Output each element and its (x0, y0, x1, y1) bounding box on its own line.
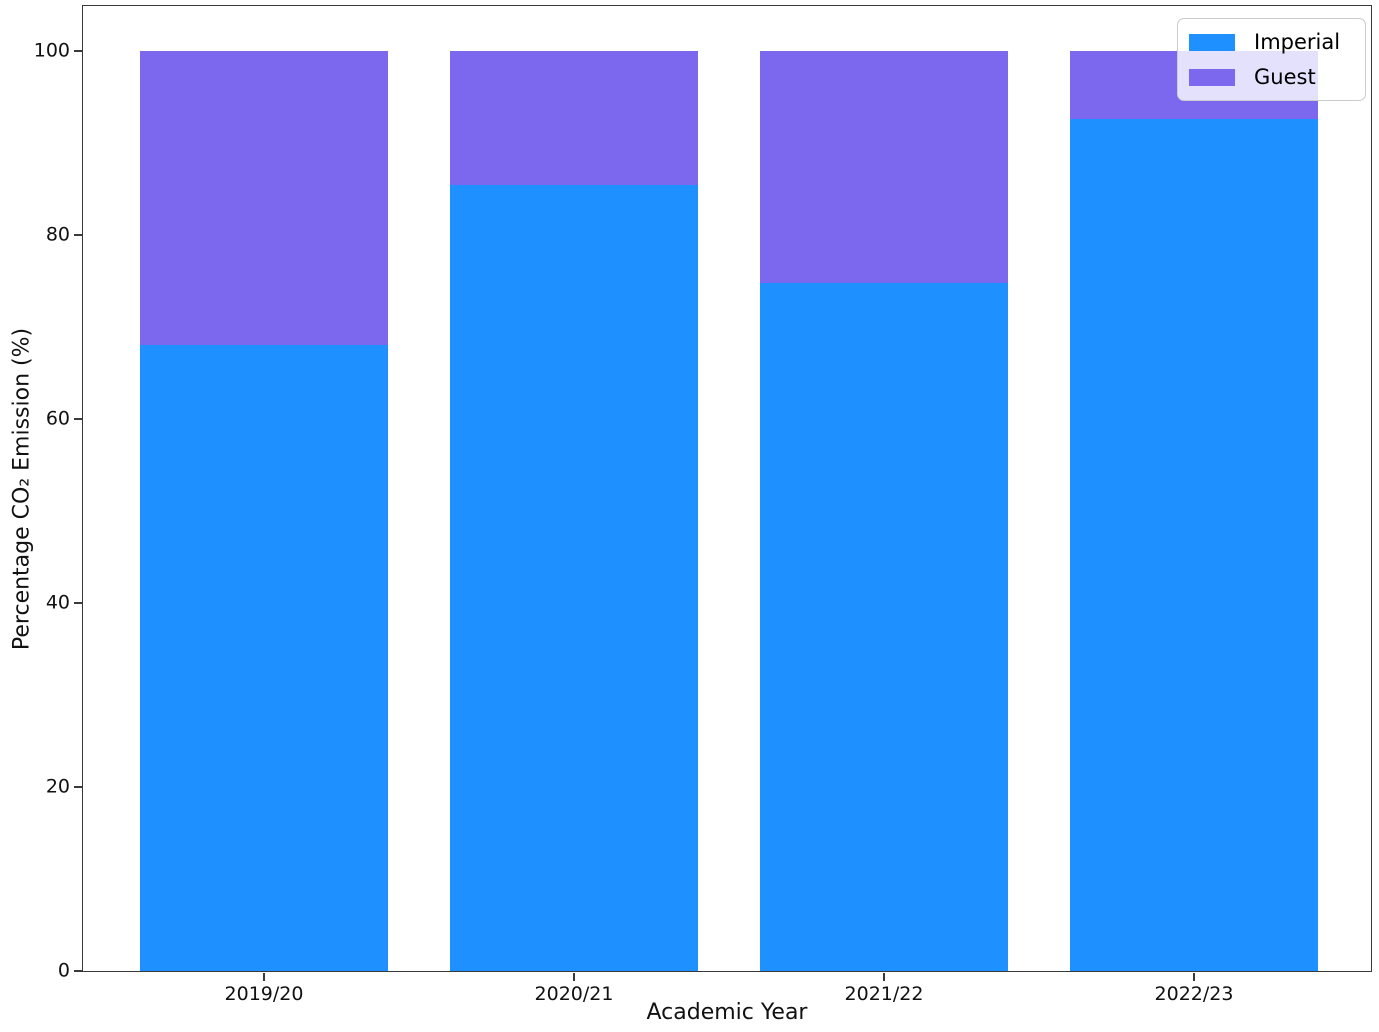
legend: Imperial Guest (1177, 18, 1366, 101)
bar-segment-guest-2021-22 (760, 51, 1008, 283)
x-tick-label: 2020/21 (534, 983, 614, 1005)
x-tick-mark (1193, 972, 1195, 981)
y-tick-label: 100 (33, 39, 70, 62)
bar-segment-imperial-2020-21 (450, 185, 698, 971)
y-tick-label: 0 (57, 959, 70, 982)
bar-segment-guest-2020-21 (450, 51, 698, 186)
y-tick-label: 80 (45, 223, 70, 246)
y-tick-mark (73, 970, 82, 972)
y-tick-label: 20 (45, 775, 70, 798)
x-tick-mark (263, 972, 265, 981)
x-axis-label: Academic Year (646, 1000, 808, 1025)
bar-segment-imperial-2019-20 (140, 345, 388, 971)
y-tick-mark (73, 786, 82, 788)
y-tick-label: 60 (45, 407, 70, 430)
y-tick-mark (73, 418, 82, 420)
bar-segment-guest-2019-20 (140, 51, 388, 346)
y-tick-mark (73, 50, 82, 52)
y-tick-mark (73, 234, 82, 236)
x-tick-label: 2022/23 (1154, 983, 1234, 1005)
legend-label-imperial: Imperial (1254, 30, 1341, 54)
legend-label-guest: Guest (1254, 65, 1316, 89)
y-tick-mark (73, 602, 82, 604)
legend-swatch-guest (1189, 68, 1235, 86)
x-tick-mark (573, 972, 575, 981)
legend-item-guest: Guest (1189, 65, 1349, 89)
x-tick-mark (883, 972, 885, 981)
bar-segment-imperial-2022-23 (1070, 119, 1318, 971)
plot-area: 2019/20 2020/21 2021/22 2022/23 0 20 40 60 80 100 (34, 5, 1372, 1005)
y-tick-label: 40 (45, 591, 70, 614)
legend-item-imperial: Imperial (1189, 30, 1349, 54)
y-axis-label: Percentage CO₂ Emission (%) (9, 327, 35, 651)
bar-segment-imperial-2021-22 (760, 282, 1008, 971)
x-tick-label: 2021/22 (844, 983, 924, 1005)
legend-swatch-imperial (1189, 33, 1235, 51)
x-tick-label: 2019/20 (224, 983, 304, 1005)
